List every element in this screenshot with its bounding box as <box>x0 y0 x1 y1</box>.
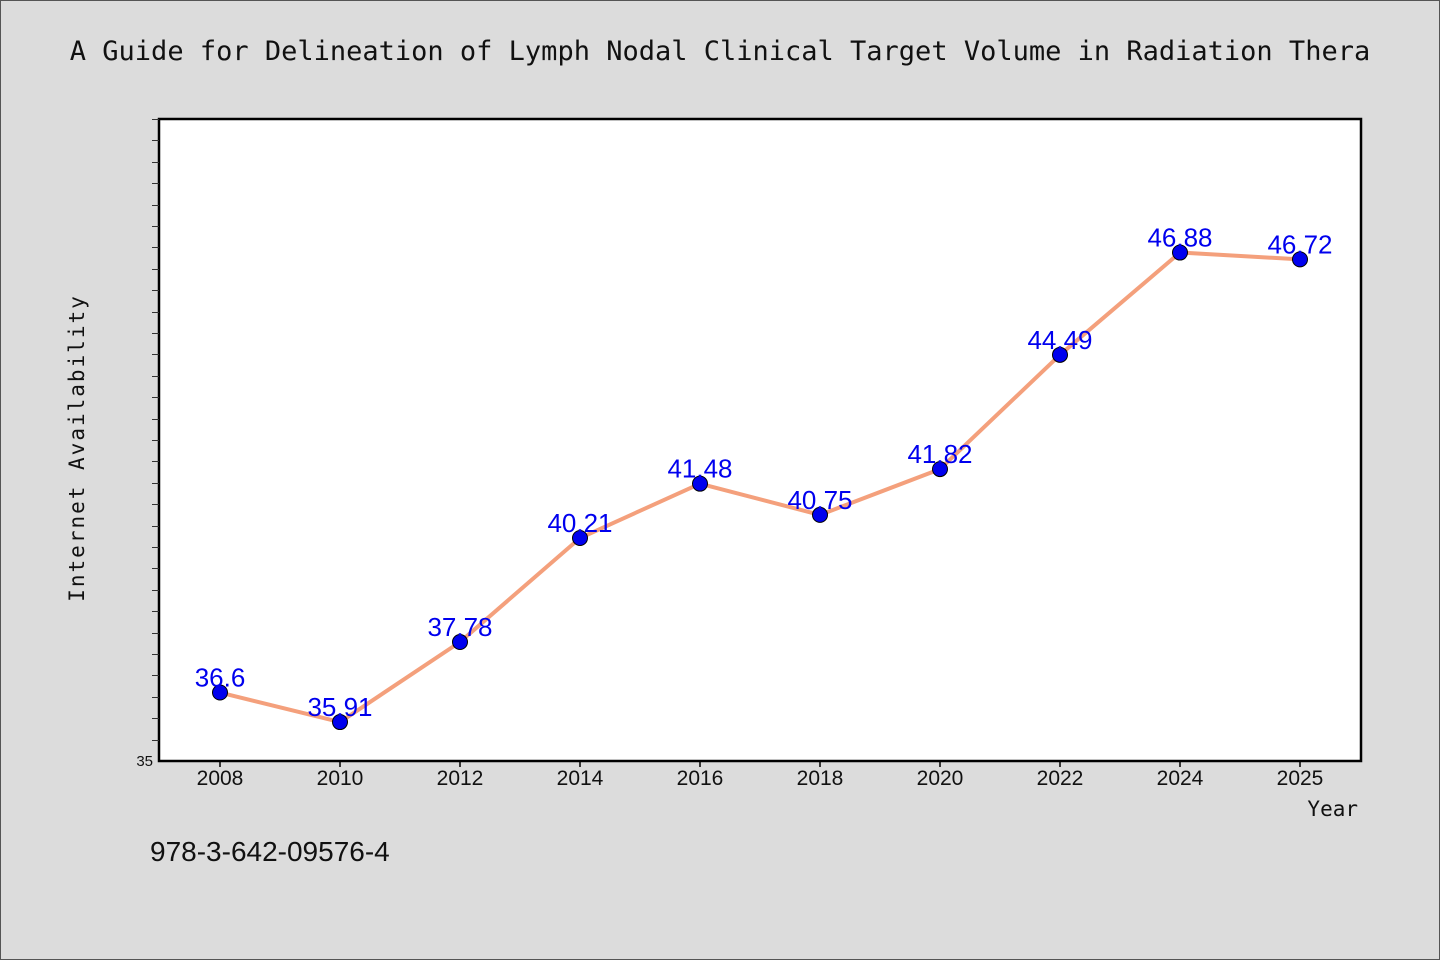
x-axis-label: Year <box>1307 797 1358 821</box>
chart-title: A Guide for Delineation of Lymph Nodal C… <box>69 36 1371 67</box>
data-label: 35.91 <box>307 692 372 722</box>
data-point <box>812 506 828 523</box>
x-tick-label: 2008 <box>197 767 244 790</box>
data-label: 41.82 <box>907 439 972 469</box>
data-point <box>332 714 348 731</box>
data-label: 36.6 <box>195 663 246 693</box>
data-label: 37.78 <box>427 612 492 642</box>
y-tick-label: 35 <box>136 753 153 770</box>
data-label: 44.49 <box>1027 325 1092 355</box>
data-label: 40.21 <box>547 508 612 538</box>
x-tick-label: 2014 <box>557 767 604 790</box>
data-point <box>692 475 708 492</box>
x-tick-label: 2010 <box>317 767 364 790</box>
data-point <box>932 461 948 478</box>
data-point <box>212 684 228 701</box>
data-point <box>572 530 588 547</box>
y-axis-label: Internet Availability <box>65 294 89 602</box>
data-label: 41.48 <box>667 454 732 484</box>
isbn-text: 978-3-642-09576-4 <box>150 836 390 867</box>
data-label: 40.75 <box>787 485 852 515</box>
x-tick-label: 2020 <box>917 767 964 790</box>
data-point <box>1172 244 1188 261</box>
series-line <box>218 250 1302 725</box>
data-label: 46.72 <box>1267 229 1332 259</box>
plot-area <box>157 117 1363 763</box>
data-point <box>452 634 468 651</box>
x-tick-label: 2018 <box>797 767 844 790</box>
x-tick-label: 2012 <box>437 767 484 790</box>
x-tick-label: 2016 <box>677 767 724 790</box>
x-tick-label: 2022 <box>1037 767 1084 790</box>
data-point <box>1292 251 1308 268</box>
x-tick-label: 2024 <box>1157 767 1204 790</box>
data-label: 46.88 <box>1147 223 1212 253</box>
x-tick-label: 2025 <box>1277 767 1324 790</box>
data-point <box>1052 346 1068 363</box>
